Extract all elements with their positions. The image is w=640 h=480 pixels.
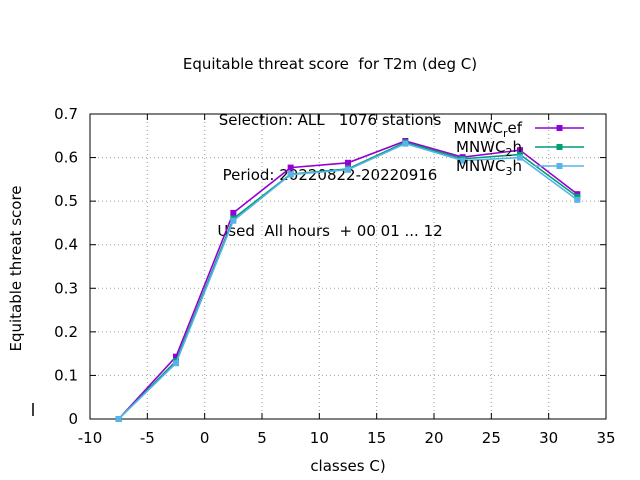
x-tick-label: 0 [200, 429, 210, 447]
x-tick-label: -10 [78, 429, 103, 447]
y-tick-label: 0.3 [54, 279, 78, 297]
x-tick-label: -5 [140, 429, 155, 447]
legend-label: MNWC3h [456, 157, 522, 178]
x-tick-label: 10 [310, 429, 329, 447]
y-tick-label: 0 [68, 410, 78, 428]
legend-marker [556, 144, 563, 150]
data-point [402, 140, 409, 147]
x-tick-label: 25 [482, 429, 501, 447]
y-tick-label: 0.6 [54, 149, 78, 167]
legend-marker [556, 125, 563, 131]
title-line-2: Selection: ALL 1076 stations [218, 110, 442, 129]
legend-label: MNWCref [453, 119, 522, 140]
x-tick-label: 20 [424, 429, 443, 447]
data-point [287, 164, 294, 171]
legend-label: MNWC2h [456, 138, 522, 159]
data-point [115, 416, 122, 422]
series-line [118, 141, 578, 420]
data-point [459, 157, 466, 164]
data-point [517, 147, 523, 154]
data-series [115, 138, 581, 422]
plot-frame [89, 113, 607, 420]
series-mnwc2h [115, 139, 581, 422]
data-point [574, 196, 581, 203]
data-point [230, 217, 237, 224]
series-mnwc3h [115, 140, 581, 422]
data-point [173, 353, 179, 360]
data-point [287, 171, 294, 178]
data-point [574, 193, 581, 200]
y-tick-label: 0.4 [54, 236, 78, 254]
x-tick-label: 30 [539, 429, 558, 447]
x-tick-label: 15 [367, 429, 386, 447]
y-tick-label: 0.7 [54, 105, 78, 123]
data-point [517, 151, 523, 158]
series-line [118, 142, 578, 420]
series-mnwcref [115, 138, 581, 422]
title-line-1: Equitable threat score for T2m (deg C) [182, 55, 478, 73]
data-point [517, 154, 523, 161]
data-point [230, 209, 237, 216]
x-tick-label: 5 [257, 429, 267, 447]
y-tick-label: 0.5 [54, 192, 78, 210]
y-tick-label: 0.2 [54, 323, 78, 341]
x-axis-label: classes C) [310, 457, 385, 475]
series-line [118, 140, 578, 420]
data-point [345, 166, 351, 173]
x-tick-label: 35 [596, 429, 615, 447]
data-point [173, 360, 179, 367]
data-point [345, 159, 351, 166]
y-axis-label: Equitable threat score [7, 185, 25, 351]
axis-ticks: 0 0.1 0.2 0.3 0.4 0.5 0.6 0.7 -10 -5 0 5 10 15 20 25 30 3… [54, 105, 615, 447]
legend-marker [556, 163, 563, 169]
grid-lines [90, 114, 606, 419]
y-tick-label: 0.1 [54, 366, 78, 384]
